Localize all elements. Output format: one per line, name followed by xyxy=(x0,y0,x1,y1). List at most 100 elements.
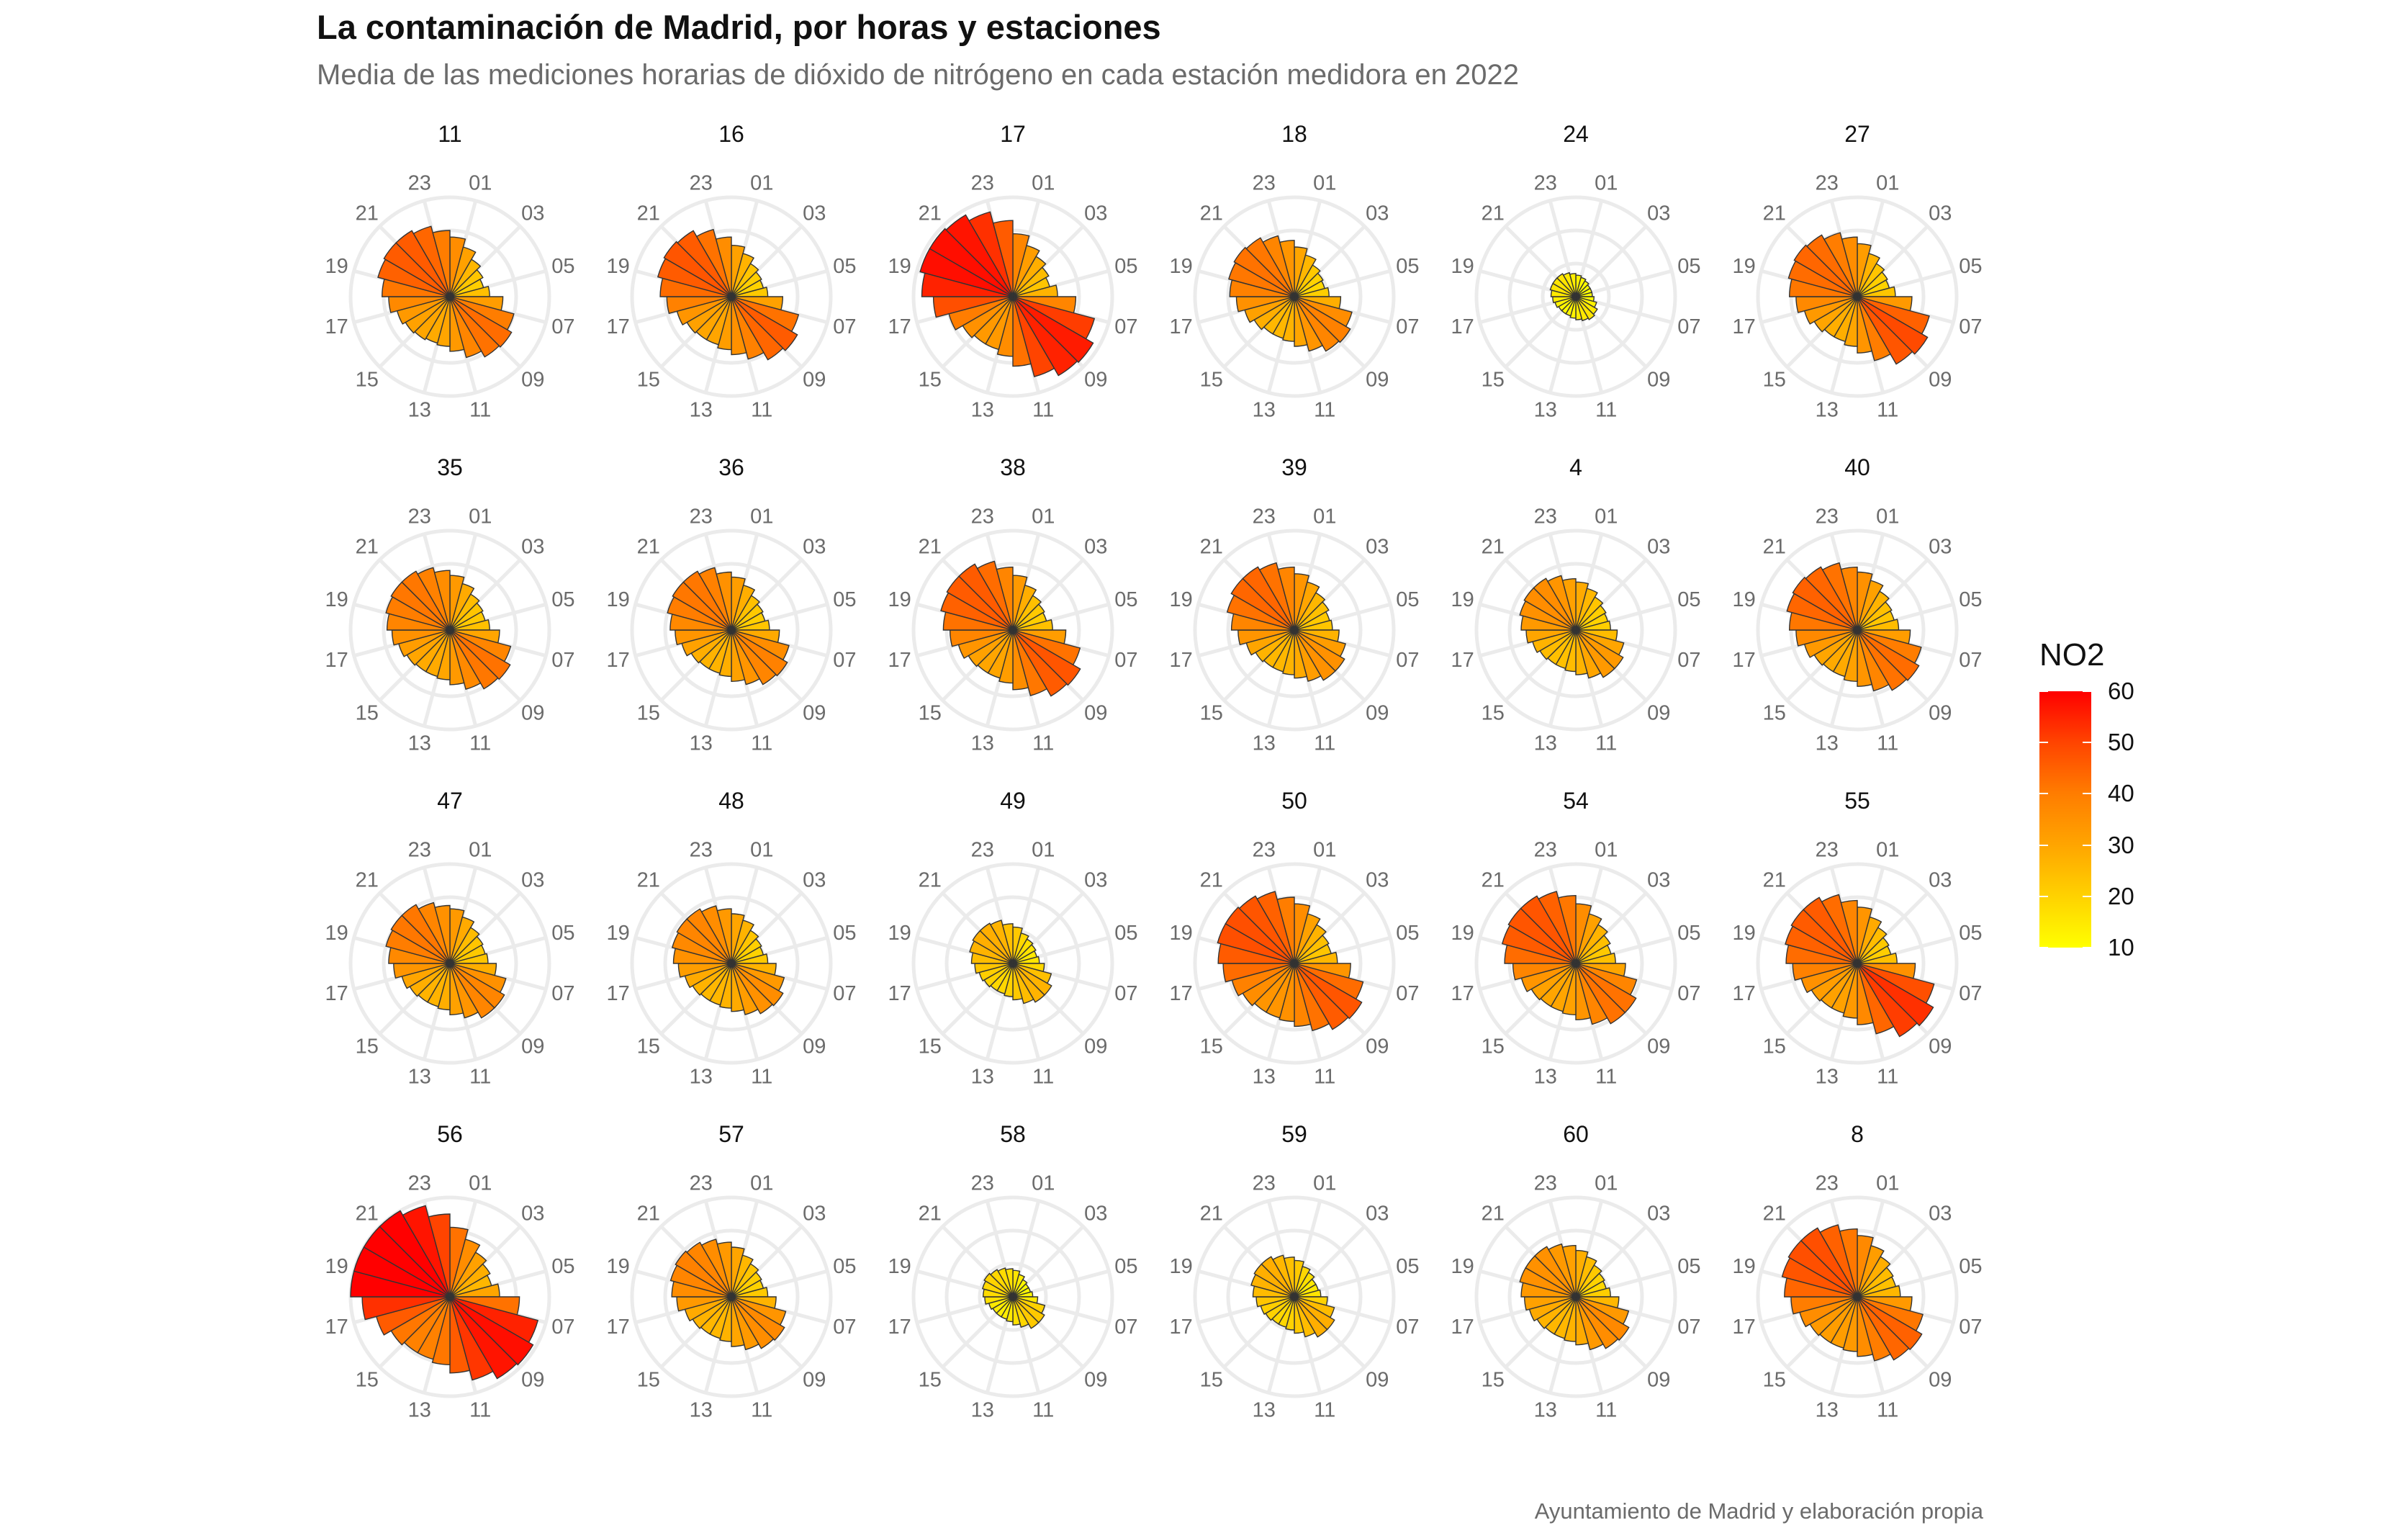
angular-tick-label: 13 xyxy=(1816,398,1839,421)
bar-hour-22 xyxy=(402,1205,451,1298)
angular-tick-label: 21 xyxy=(1482,202,1505,225)
bar-hour-3 xyxy=(1294,601,1330,631)
angular-tick-label: 17 xyxy=(1169,649,1192,672)
bar-hour-2 xyxy=(1575,596,1604,631)
angular-tick-label: 05 xyxy=(1959,922,1982,945)
angular-tick-label: 07 xyxy=(1396,649,1419,672)
bar-hour-20 xyxy=(1793,244,1858,297)
bar-hour-11 xyxy=(449,963,464,1016)
bar-hour-22 xyxy=(1562,271,1577,297)
angular-tick-label: 07 xyxy=(1114,649,1137,672)
angular-tick-label: 19 xyxy=(888,255,911,278)
bar-hour-21 xyxy=(1242,566,1295,631)
bar-hour-10 xyxy=(1857,1296,1891,1362)
bar-hour-11 xyxy=(1012,296,1032,367)
bar-hour-21 xyxy=(379,1210,451,1298)
facet-panel-36: 36 01 03 05 07 09 11 13 15 17 19 21 23 xyxy=(606,454,856,755)
grid-circle xyxy=(382,895,518,1032)
facet-panel-35: 35 01 03 05 07 09 11 13 15 17 19 21 23 xyxy=(325,454,574,755)
bar-hour-23 xyxy=(716,571,732,631)
angular-tick-label: 11 xyxy=(469,732,491,755)
bar-hour-10 xyxy=(1012,1296,1029,1329)
angular-tick-label: 03 xyxy=(803,869,826,892)
angular-tick-label: 05 xyxy=(833,922,856,945)
bar-hour-11 xyxy=(1294,296,1308,347)
bar-hour-23 xyxy=(1839,1228,1858,1298)
angular-tick-label: 05 xyxy=(1677,1255,1700,1278)
bar-hour-1 xyxy=(731,253,755,297)
grid-circle xyxy=(1226,562,1363,698)
bar-hour-11 xyxy=(1857,963,1874,1025)
grid-circle xyxy=(630,862,833,1065)
bar-hour-11 xyxy=(731,629,746,683)
bar-hour-10 xyxy=(731,629,761,685)
angular-tick-label: 01 xyxy=(1876,172,1899,195)
angular-tick-label: 09 xyxy=(1647,1035,1670,1058)
chart-caption: Ayuntamiento de Madrid y elaboración pro… xyxy=(1534,1498,1983,1524)
facet-panel-48: 48 01 03 05 07 09 11 13 15 17 19 21 23 xyxy=(606,788,856,1088)
angular-tick-label: 15 xyxy=(1200,368,1223,391)
angular-tick-label: 03 xyxy=(1366,536,1389,559)
bar-hour-23 xyxy=(432,230,451,297)
bar-hour-11 xyxy=(1575,296,1583,320)
bar-hour-9 xyxy=(731,296,784,361)
angular-tick-label: 17 xyxy=(325,982,348,1005)
facet-panel-38: 38 01 03 05 07 09 11 13 15 17 19 21 23 xyxy=(888,454,1137,755)
bar-hour-11 xyxy=(1294,1296,1304,1334)
angular-tick-label: 15 xyxy=(1482,1035,1505,1058)
angular-tick-label: 11 xyxy=(469,1065,491,1088)
bar-hour-20 xyxy=(663,240,732,297)
bar-hour-11 xyxy=(1012,1296,1021,1326)
angular-tick-label: 01 xyxy=(1313,172,1336,195)
angular-tick-label: 03 xyxy=(521,1202,544,1226)
angular-tick-label: 13 xyxy=(690,1065,713,1088)
grid-circle xyxy=(1756,195,1959,398)
angular-tick-label: 13 xyxy=(1534,732,1557,755)
angular-tick-label: 21 xyxy=(919,202,942,225)
angular-tick-label: 19 xyxy=(1451,255,1474,278)
angular-tick-label: 05 xyxy=(833,588,856,611)
angular-tick-label: 21 xyxy=(637,869,660,892)
facet-panel-11: 11 01 03 05 07 09 11 13 15 17 19 21 23 xyxy=(325,121,574,421)
bar-hour-8 xyxy=(1857,1296,1923,1351)
angular-tick-label: 01 xyxy=(1595,1172,1618,1195)
grid-circle xyxy=(1193,195,1396,398)
angular-tick-label: 21 xyxy=(1482,536,1505,559)
angular-tick-label: 19 xyxy=(888,1255,911,1278)
angular-tick-label: 23 xyxy=(1253,172,1276,195)
bar-hour-21 xyxy=(395,230,451,297)
facet-panel-49: 49 01 03 05 07 09 11 13 15 17 19 21 23 xyxy=(888,788,1137,1088)
angular-tick-label: 17 xyxy=(1451,1316,1474,1339)
bar-hour-8 xyxy=(449,1296,534,1366)
angular-tick-label: 05 xyxy=(1677,588,1700,611)
facet-panel-17: 17 01 03 05 07 09 11 13 15 17 19 21 23 xyxy=(888,121,1137,421)
angular-tick-label: 23 xyxy=(408,1172,431,1195)
angular-tick-label: 15 xyxy=(1200,701,1223,724)
grid-circle xyxy=(911,529,1114,732)
angular-tick-label: 13 xyxy=(971,398,994,421)
bar-hour-2 xyxy=(449,1251,487,1298)
angular-tick-label: 17 xyxy=(1732,315,1755,338)
grid-circle xyxy=(911,195,1114,398)
angular-tick-label: 01 xyxy=(1313,1172,1336,1195)
angular-tick-label: 13 xyxy=(971,732,994,755)
angular-tick-label: 15 xyxy=(919,1035,942,1058)
bar-hour-9 xyxy=(1857,963,1918,1038)
angular-tick-label: 11 xyxy=(1595,1065,1617,1088)
angular-tick-label: 03 xyxy=(1084,536,1107,559)
bar-hour-1 xyxy=(1294,913,1321,964)
legend-tick-label: 20 xyxy=(2108,882,2134,909)
facet-panel-55: 55 01 03 05 07 09 11 13 15 17 19 21 23 xyxy=(1732,788,1982,1088)
angular-tick-label: 19 xyxy=(1451,922,1474,945)
bar-hour-2 xyxy=(1575,1264,1602,1298)
facet-panel-60: 60 01 03 05 07 09 11 13 15 17 19 21 23 xyxy=(1451,1121,1700,1421)
angular-tick-label: 23 xyxy=(690,172,713,195)
bar-hour-9 xyxy=(1857,1296,1910,1361)
angular-tick-label: 01 xyxy=(469,1172,492,1195)
bar-hour-9 xyxy=(1857,629,1908,691)
angular-tick-label: 19 xyxy=(325,255,348,278)
bar-hour-10 xyxy=(449,963,479,1019)
angular-tick-label: 19 xyxy=(606,588,629,611)
angular-tick-label: 15 xyxy=(919,1368,942,1391)
bar-hour-2 xyxy=(731,595,761,631)
